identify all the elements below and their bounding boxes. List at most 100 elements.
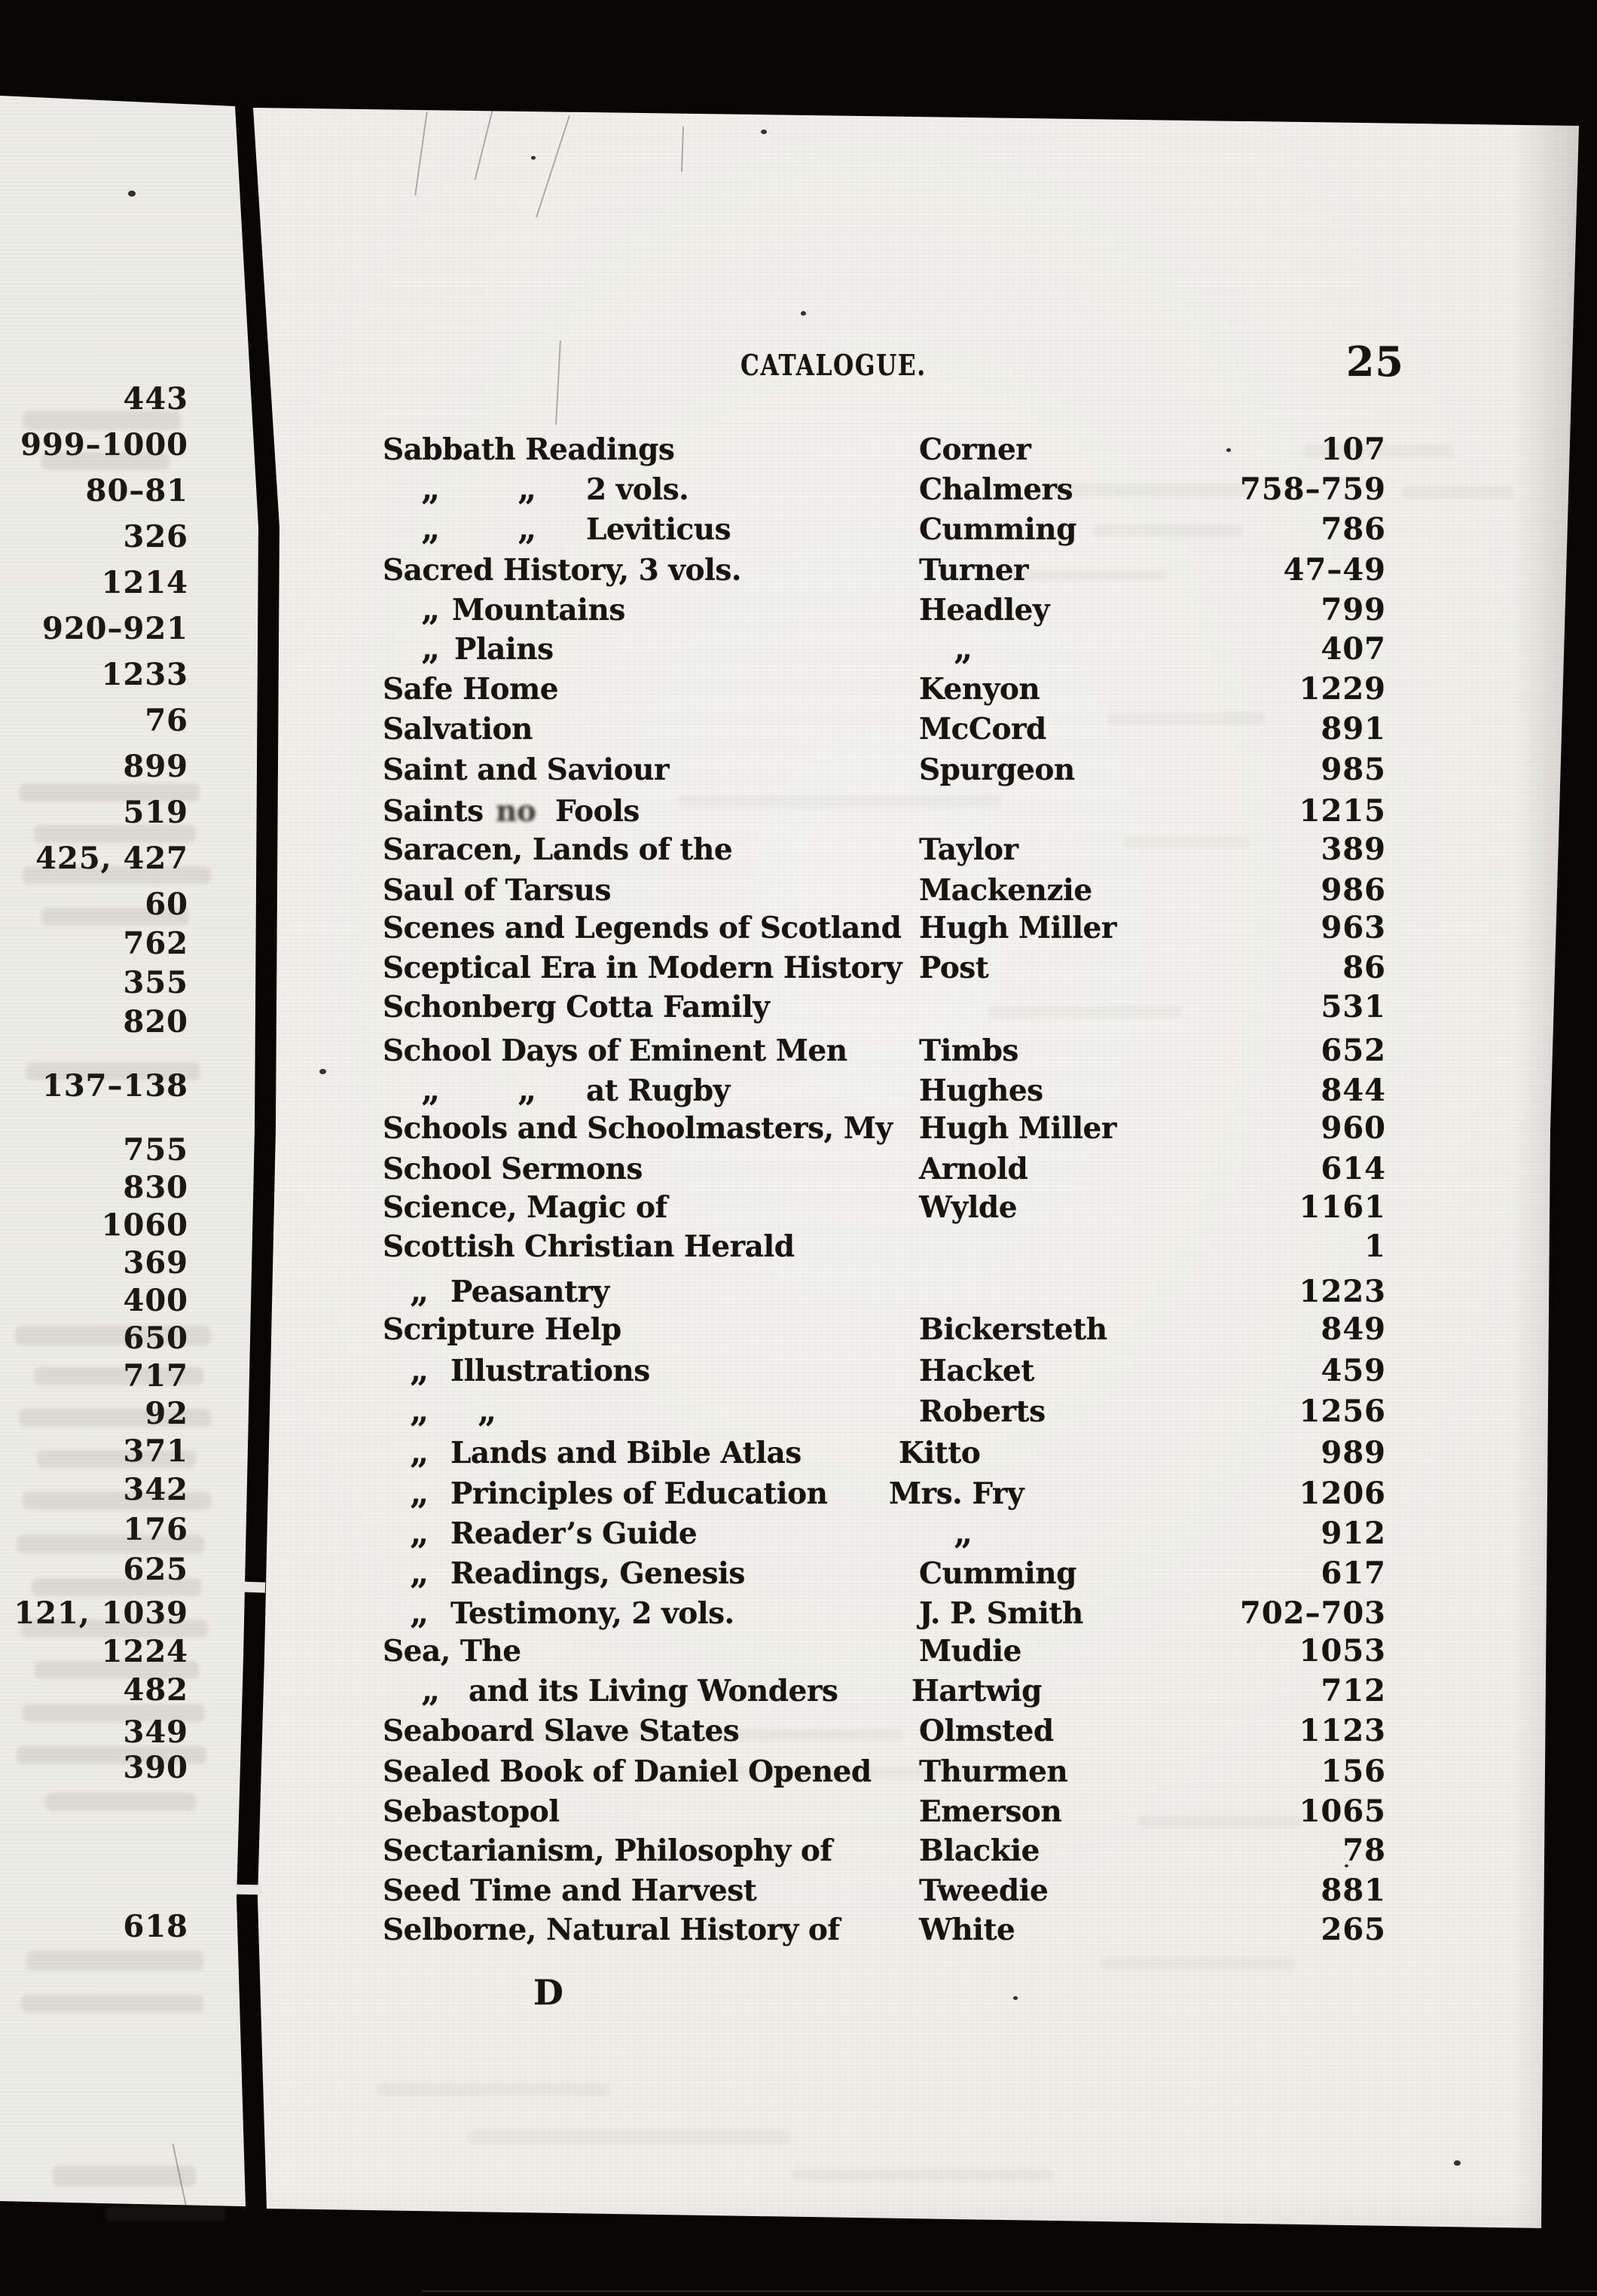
entry-title: at Rugby bbox=[586, 1073, 730, 1108]
entry-author: Hugh Miller bbox=[919, 1111, 1116, 1146]
catalogue-entry-row: Saul of Tarsus Mackenzie 986 bbox=[0, 870, 1597, 911]
entry-title: Scottish Christian Herald bbox=[383, 1229, 795, 1264]
entry-title: Science, Magic of bbox=[383, 1190, 667, 1225]
entry-author: Kitto bbox=[899, 1436, 981, 1470]
margin-page-number: 762 bbox=[123, 926, 188, 961]
entry-author: Post bbox=[919, 951, 989, 985]
entry-title: Seed Time and Harvest bbox=[383, 1873, 757, 1908]
entry-author: White bbox=[919, 1913, 1015, 1947]
bleed-through-smudge bbox=[693, 1766, 987, 1778]
ditto-mark: ,, bbox=[411, 1274, 429, 1309]
entry-title: Readings, Genesis bbox=[450, 1556, 745, 1591]
bleed-through-smudge bbox=[41, 908, 188, 926]
entry-author: J. P. Smith bbox=[919, 1596, 1083, 1631]
margin-page-number: 371 bbox=[123, 1433, 188, 1469]
entry-title: Seaboard Slave States bbox=[383, 1714, 740, 1748]
catalogue-entry-row: ,, Mountains Headley 799 bbox=[0, 590, 1597, 630]
bleed-through-smudge bbox=[1122, 836, 1250, 848]
bleed-through-smudge bbox=[26, 1062, 200, 1080]
margin-page-number: 755 bbox=[123, 1132, 188, 1168]
margin-page-number: 342 bbox=[123, 1472, 188, 1507]
catalogue-entry-row: Seed Time and Harvest Tweedie 881 bbox=[0, 1870, 1597, 1911]
catalogue-entry-row: Safe Home Kenyon 1229 bbox=[0, 669, 1597, 710]
entry-page-reference: 86 bbox=[1342, 950, 1386, 985]
entry-page-reference: 78 bbox=[1342, 1833, 1386, 1868]
margin-page-number: 400 bbox=[123, 1283, 188, 1318]
bleed-through-smudge bbox=[34, 825, 196, 843]
ditto-mark: ,, bbox=[518, 511, 536, 547]
bleed-through-smudge bbox=[1100, 1957, 1296, 1971]
entry-author: Emerson bbox=[919, 1794, 1062, 1829]
entry-page-reference: 702–703 bbox=[1240, 1595, 1386, 1631]
bleed-through-smudge bbox=[41, 452, 169, 470]
margin-page-number: 650 bbox=[123, 1321, 188, 1356]
entry-author: McCord bbox=[919, 712, 1046, 747]
ink-speck bbox=[1226, 448, 1231, 452]
margin-page-number: 519 bbox=[123, 795, 188, 830]
catalogue-entry-row: Sacred History, 3 vols. Turner 47–49 bbox=[0, 550, 1597, 591]
entry-author: Wylde bbox=[919, 1190, 1018, 1225]
catalogue-entry-row: Scripture Help Bickersteth 849 bbox=[0, 1309, 1597, 1350]
entry-page-reference: 849 bbox=[1321, 1311, 1386, 1347]
entry-page-reference: 986 bbox=[1321, 872, 1386, 908]
entry-author: Thurmen bbox=[919, 1754, 1068, 1789]
bleed-through-smudge bbox=[32, 1578, 201, 1596]
entry-title: Sectarianism, Philosophy of bbox=[383, 1833, 832, 1868]
entry-title: Illustrations bbox=[450, 1354, 650, 1388]
margin-page-number: 80–81 bbox=[85, 473, 188, 508]
entry-page-reference: 652 bbox=[1321, 1033, 1386, 1068]
catalogue-entry-row: ,,,, Leviticus Cumming 786 bbox=[0, 509, 1597, 550]
catalogue-entry-row: Sea, The Mudie 1053 bbox=[0, 1631, 1597, 1672]
bleed-through-smudge bbox=[105, 2206, 226, 2222]
entry-title: and its Living Wonders bbox=[469, 1674, 838, 1708]
bleed-through-smudge bbox=[21, 1620, 208, 1638]
ditto-mark: ,, bbox=[422, 511, 440, 547]
bleed-through-smudge bbox=[527, 1729, 904, 1741]
catalogue-entry-row: ,, Lands and Bible Atlas Kitto 989 bbox=[0, 1433, 1597, 1473]
entry-author: Taylor bbox=[919, 832, 1018, 867]
ink-speck bbox=[801, 311, 806, 316]
entry-title: Schonberg Cotta Family bbox=[383, 990, 770, 1024]
entry-author: Hacket bbox=[919, 1354, 1034, 1388]
entry-page-reference: 881 bbox=[1321, 1873, 1386, 1908]
entry-title: Saracen, Lands of the bbox=[383, 832, 733, 867]
entry-title: Scripture Help bbox=[383, 1312, 621, 1347]
bleed-through-smudge bbox=[1092, 524, 1243, 537]
catalogue-entry-row: Schonberg Cotta Family 531 bbox=[0, 987, 1597, 1027]
entry-page-reference: 844 bbox=[1321, 1073, 1386, 1108]
bleed-through-smudge bbox=[15, 1326, 211, 1345]
catalogue-entry-row: ,, Illustrations Hacket 459 bbox=[0, 1351, 1597, 1391]
entry-page-reference: 989 bbox=[1321, 1435, 1386, 1470]
ditto-mark: ,, bbox=[954, 1516, 973, 1551]
entry-page-reference: 1053 bbox=[1299, 1633, 1386, 1669]
entry-page-reference: 531 bbox=[1321, 989, 1386, 1024]
ditto-mark: ,, bbox=[518, 472, 536, 507]
bleed-through-smudge bbox=[791, 2169, 1055, 2182]
bleed-through-smudge bbox=[23, 1491, 211, 1510]
bleed-through-smudge bbox=[34, 1367, 203, 1385]
printers-signature-mark: D bbox=[533, 1972, 563, 2013]
bleed-through-smudge bbox=[678, 795, 1002, 808]
margin-page-number: 369 bbox=[123, 1245, 188, 1281]
catalogue-entry-row: Sebastopol Emerson 1065 bbox=[0, 1791, 1597, 1832]
ditto-mark: ,, bbox=[411, 1476, 429, 1511]
ditto-mark: ,, bbox=[954, 631, 973, 667]
entry-page-reference: 1123 bbox=[1299, 1713, 1386, 1748]
bleed-through-smudge bbox=[35, 1661, 199, 1679]
bleed-through-smudge bbox=[1047, 482, 1250, 497]
ditto-mark: ,, bbox=[411, 1435, 429, 1470]
entry-author: Mackenzie bbox=[919, 873, 1092, 908]
margin-page-number: 443 bbox=[123, 381, 188, 417]
entry-title: Peasantry bbox=[450, 1275, 609, 1309]
margin-page-number: 717 bbox=[123, 1358, 188, 1394]
bleed-through-smudge bbox=[45, 1793, 196, 1811]
margin-page-number: 326 bbox=[123, 519, 188, 554]
margin-page-number: 349 bbox=[123, 1714, 188, 1750]
catalogue-entry-row: ,, Plains,, 407 bbox=[0, 629, 1597, 670]
entry-page-reference: 712 bbox=[1321, 1673, 1386, 1708]
margin-page-number: 625 bbox=[123, 1552, 188, 1587]
bleed-through-smudge bbox=[987, 1006, 1183, 1018]
entry-page-reference: 1229 bbox=[1299, 671, 1386, 707]
